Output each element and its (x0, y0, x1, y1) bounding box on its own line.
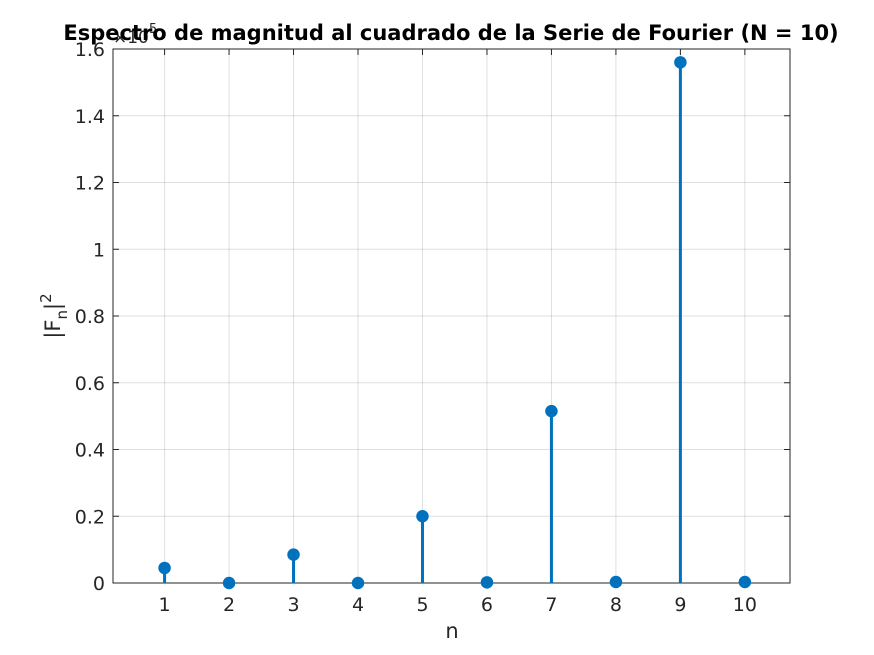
stem-marker (674, 56, 687, 69)
y-tick-label: 1 (93, 239, 105, 261)
y-axis-label: |Fn|2 (37, 293, 71, 338)
stem-marker (416, 510, 429, 523)
exponent-base: ×10 (113, 28, 149, 48)
y-label-sub: n (53, 310, 71, 320)
stem-marker (287, 548, 300, 561)
x-tick-label: 4 (352, 594, 364, 616)
y-tick-label: 0.6 (75, 373, 105, 395)
x-axis-label: n (445, 619, 458, 643)
x-tick-label: 7 (545, 594, 557, 616)
x-tick-label: 3 (287, 594, 299, 616)
stem-marker (545, 404, 558, 418)
y-tick-label: 1.6 (75, 39, 105, 61)
y-tick-label: 0.2 (75, 506, 105, 528)
exponent-power: 5 (149, 22, 157, 37)
x-tick-label: 2 (223, 594, 235, 616)
x-tick-label: 8 (610, 594, 622, 616)
stem-marker (158, 561, 171, 575)
y-tick-label: 1.4 (75, 106, 105, 128)
y-tick-label: 0 (93, 573, 105, 595)
chart-title: Espectro de magnitud al cuadrado de la S… (63, 21, 838, 45)
stem-marker (222, 576, 236, 590)
tick-labels: 1 2 3 4 5 6 7 8 9 10 0 0.2 0.4 0.6 0.8 1 1.2 1.4 1.6 (75, 39, 757, 616)
plot-area (113, 49, 790, 583)
x-tick-label: 9 (674, 594, 686, 616)
y-label-sup: 2 (37, 293, 55, 303)
x-tick-label: 10 (733, 594, 757, 616)
x-tick-label: 6 (481, 594, 493, 616)
stem-marker (609, 575, 623, 589)
x-tick-label: 5 (416, 594, 428, 616)
markers (158, 56, 752, 590)
stem-marker (351, 576, 365, 590)
stem-marker (738, 575, 752, 589)
exponent-label: ×105 (113, 22, 157, 48)
y-label-end: | (41, 303, 66, 310)
stem-marker (480, 576, 494, 589)
x-tick-label: 1 (159, 594, 171, 616)
y-label-main: |F (41, 319, 66, 338)
y-tick-label: 1.2 (75, 173, 105, 195)
y-tick-label: 0.4 (75, 440, 105, 462)
y-tick-label: 0.8 (75, 306, 105, 328)
